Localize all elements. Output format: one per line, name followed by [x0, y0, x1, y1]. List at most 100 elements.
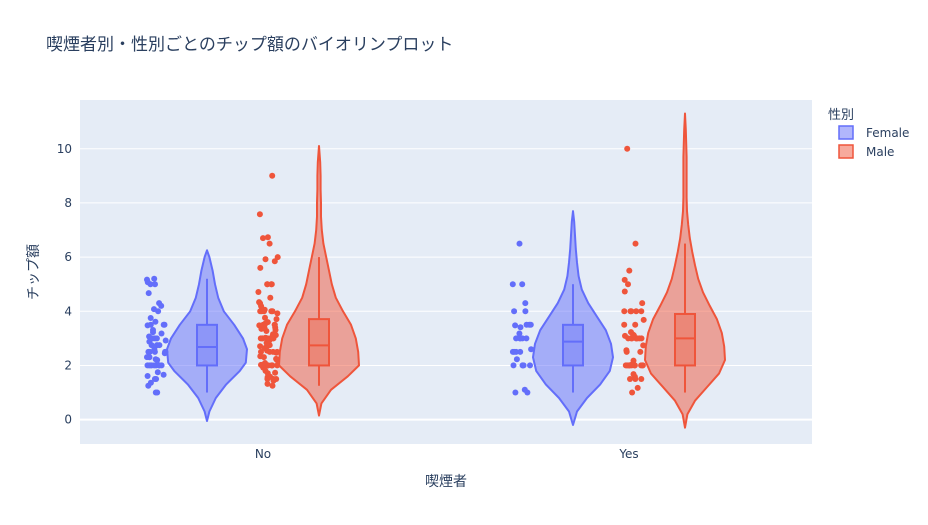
point-female-no-49 [151, 306, 157, 313]
y-axis-title: チップ額 [26, 244, 42, 300]
point-female-yes-23 [527, 321, 534, 328]
point-female-no-46 [152, 318, 159, 325]
point-male-no-65 [274, 310, 281, 317]
point-male-yes-24 [640, 342, 647, 349]
point-female-yes-27 [522, 300, 529, 307]
point-male-no-62 [264, 319, 271, 326]
point-female-yes-24 [523, 321, 530, 328]
point-female-no-44 [147, 321, 154, 328]
point-male-yes-38 [632, 321, 639, 328]
point-female-no-3 [147, 379, 154, 386]
legend-label-male: Male [866, 145, 894, 159]
point-female-yes-13 [528, 346, 535, 353]
point-male-no-48 [262, 334, 269, 341]
point-female-no-57 [151, 275, 158, 282]
point-male-yes-37 [621, 321, 628, 328]
point-female-yes-2 [521, 386, 528, 393]
point-female-no-21 [144, 354, 150, 361]
point-male-yes-21 [637, 348, 644, 355]
point-male-no-31 [258, 348, 264, 355]
legend-item-male[interactable]: Male [838, 144, 894, 159]
point-female-yes-29 [509, 281, 516, 288]
point-female-no-1 [154, 389, 161, 396]
x-tick-yes: Yes [618, 447, 638, 461]
point-female-yes-25 [511, 308, 518, 315]
point-male-no-85 [266, 240, 273, 247]
trace-female-no [144, 249, 248, 422]
chart-title: 喫煙者別・性別ごとのチップ額のバイオリンプロット [46, 35, 453, 55]
point-male-no-83 [262, 256, 269, 263]
point-female-yes-11 [509, 348, 516, 355]
point-male-yes-20 [630, 357, 637, 364]
point-male-no-0 [269, 382, 276, 389]
box-male-yes [674, 312, 696, 367]
point-male-no-88 [256, 211, 263, 218]
point-male-yes-41 [633, 308, 640, 315]
point-female-no-36 [153, 335, 160, 342]
point-male-no-1 [264, 380, 271, 387]
point-male-yes-18 [639, 362, 646, 369]
point-male-no-81 [257, 264, 264, 271]
point-male-no-76 [255, 289, 262, 295]
legend-label-female: Female [866, 126, 909, 140]
point-male-no-36 [257, 343, 264, 350]
box-male-no [308, 318, 330, 367]
point-female-no-38 [146, 333, 153, 340]
legend-swatch-female [838, 125, 854, 140]
point-male-no-60 [271, 321, 278, 328]
point-female-yes-21 [512, 322, 519, 329]
point-female-no-47 [147, 315, 154, 321]
point-female-no-16 [156, 362, 163, 369]
point-male-yes-44 [621, 308, 628, 315]
y-tick-4: 4 [64, 304, 72, 318]
legend-item-female[interactable]: Female [838, 125, 909, 140]
y-tick-6: 6 [64, 250, 72, 264]
y-tick-labels: 0 2 4 6 8 10 [57, 142, 72, 427]
legend: 性別 Female Male [828, 108, 909, 159]
point-male-no-80 [268, 281, 275, 288]
point-female-yes-28 [519, 281, 526, 288]
point-male-yes-36 [628, 329, 634, 336]
point-female-no-8 [154, 369, 161, 376]
point-female-no-33 [162, 337, 169, 344]
point-female-yes-18 [519, 335, 526, 342]
point-male-yes-51 [624, 145, 631, 152]
point-male-no-9 [272, 369, 279, 376]
x-axis-title: 喫煙者 [425, 474, 467, 490]
point-male-yes-1 [634, 384, 641, 391]
point-male-no-21 [269, 362, 276, 369]
legend-title: 性別 [828, 108, 854, 123]
y-tick-10: 10 [57, 142, 72, 156]
violin-traces [144, 112, 726, 429]
point-male-no-63 [273, 316, 280, 323]
x-tick-no: No [255, 447, 271, 461]
point-male-no-64 [262, 314, 268, 321]
point-female-yes-7 [519, 362, 526, 369]
point-male-no-87 [264, 234, 271, 241]
point-male-yes-48 [621, 276, 628, 283]
point-female-no-26 [162, 348, 169, 355]
point-female-no-51 [156, 300, 163, 307]
point-male-no-75 [267, 294, 274, 301]
point-male-no-26 [273, 355, 280, 362]
point-female-no-41 [150, 327, 156, 333]
point-male-yes-39 [640, 316, 647, 323]
point-female-no-52 [145, 290, 152, 297]
y-tick-0: 0 [64, 413, 72, 427]
point-female-no-19 [152, 356, 159, 363]
point-female-yes-0 [512, 389, 519, 396]
point-female-no-7 [160, 371, 167, 378]
point-female-yes-20 [517, 324, 524, 331]
point-female-no-54 [152, 281, 158, 288]
point-male-yes-42 [628, 308, 635, 315]
point-female-no-39 [158, 330, 165, 337]
box-female-yes [562, 323, 584, 367]
y-tick-2: 2 [64, 358, 72, 372]
point-female-yes-19 [516, 330, 523, 337]
point-female-yes-26 [522, 308, 529, 315]
point-male-no-74 [256, 299, 263, 306]
point-female-yes-16 [513, 335, 520, 342]
point-male-no-86 [260, 235, 266, 242]
point-female-no-45 [160, 321, 167, 328]
